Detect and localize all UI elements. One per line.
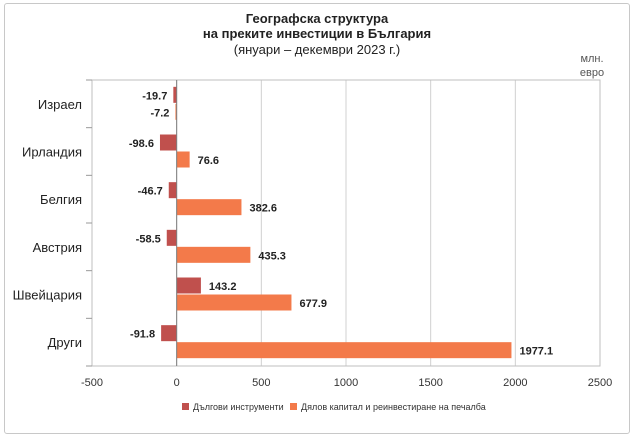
- equity-bar: [176, 199, 242, 216]
- category-label: Белгия: [40, 192, 82, 207]
- x-tick-label: 2000: [503, 377, 527, 389]
- data-label: 677.9: [299, 298, 327, 310]
- legend-label: Дялов капитал и реинвестиране на печалба: [301, 402, 486, 412]
- data-label: -58.5: [136, 233, 161, 245]
- data-label: 143.2: [209, 281, 237, 293]
- data-label: -98.6: [129, 138, 154, 150]
- debt-instruments-bar: [168, 182, 177, 199]
- debt-instruments-bar: [173, 86, 177, 103]
- chart-frame: [4, 3, 630, 434]
- data-label: -19.7: [142, 90, 167, 102]
- chart-title: Географска структура: [246, 11, 389, 26]
- legend-swatch: [182, 403, 189, 410]
- category-label: Ирландия: [22, 145, 82, 160]
- debt-instruments-bar: [159, 134, 177, 151]
- x-tick-label: 1000: [334, 377, 358, 389]
- data-label: 435.3: [258, 250, 286, 262]
- data-label: 76.6: [198, 155, 219, 167]
- x-tick-label: 1500: [418, 377, 442, 389]
- unit-label-line2: евро: [580, 67, 604, 79]
- equity-bar: [175, 103, 177, 120]
- category-label: Други: [48, 335, 82, 350]
- category-label: Австрия: [33, 240, 82, 255]
- x-tick-label: 500: [252, 377, 270, 389]
- chart-title-line2: на преките инвестиции в България: [203, 26, 431, 41]
- legend-swatch: [290, 403, 297, 410]
- data-label: -7.2: [150, 107, 169, 119]
- debt-instruments-bar: [161, 325, 177, 342]
- data-label: -91.8: [130, 329, 155, 341]
- chart-subtitle: (януари – декември 2023 г.): [234, 42, 401, 57]
- category-label: Израел: [38, 97, 82, 112]
- data-label: -46.7: [138, 186, 163, 198]
- x-tick-label: 2500: [588, 377, 612, 389]
- equity-bar: [176, 246, 251, 263]
- debt-instruments-bar: [176, 277, 201, 294]
- unit-label-line1: млн.: [580, 53, 603, 65]
- equity-bar: [176, 342, 512, 359]
- data-label: 1977.1: [519, 346, 553, 358]
- data-label: 382.6: [249, 203, 277, 215]
- equity-bar: [176, 151, 190, 168]
- x-tick-label: -500: [81, 377, 103, 389]
- equity-bar: [176, 294, 292, 311]
- debt-instruments-bar: [166, 229, 177, 246]
- legend-label: Дългови инструменти: [193, 402, 284, 412]
- x-tick-label: 0: [174, 377, 180, 389]
- category-label: Швейцария: [13, 288, 82, 303]
